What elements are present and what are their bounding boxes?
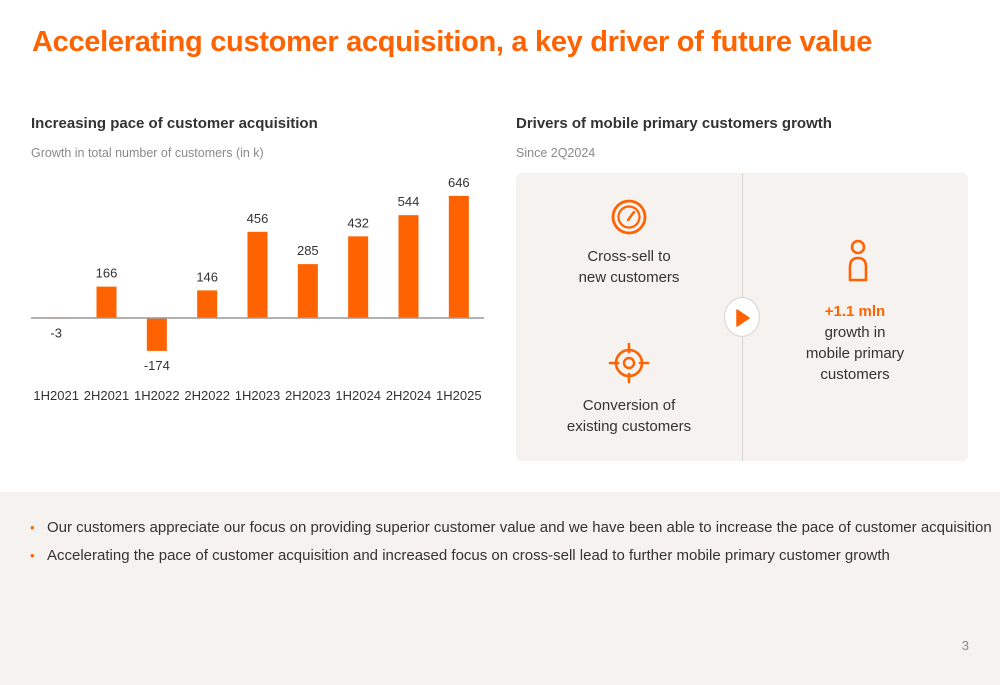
- data-label-1H2022: -174: [144, 358, 170, 373]
- bullet-dot-icon: •: [30, 548, 35, 563]
- x-tick-label-1H2022: 1H2022: [134, 388, 180, 403]
- driver-cross-sell-text: Cross-sell to new customers: [516, 246, 742, 288]
- x-tick-label-2H2021: 2H2021: [84, 388, 130, 403]
- target-icon: [608, 342, 650, 384]
- data-label-2H2021: 166: [96, 266, 118, 281]
- x-tick-label-1H2023: 1H2023: [235, 388, 281, 403]
- data-label-1H2023: 456: [247, 211, 269, 226]
- data-label-2H2022: 146: [196, 269, 218, 284]
- person-icon: [848, 239, 868, 282]
- driver-cross-sell-line2: new customers: [578, 269, 680, 286]
- driver-cross-sell-line1: Cross-sell to: [587, 248, 671, 265]
- customer-growth-bar-chart: -3 1H2021 166 2H2021 -174 1H2022 146 2H2022 456 1…: [31, 175, 484, 403]
- bullet-text: Our customers appreciate our focus on pr…: [47, 519, 992, 536]
- bar-1H2023: [247, 231, 268, 318]
- data-label-2H2023: 285: [297, 243, 319, 258]
- gauge-icon: [611, 199, 647, 235]
- chart-section-subtitle: Growth in total number of customers (in …: [31, 146, 264, 160]
- bar-1H2024: [348, 236, 369, 318]
- bar-2H2024: [398, 215, 419, 318]
- bullet-item: • Accelerating the pace of customer acqu…: [30, 542, 992, 570]
- page-number: 3: [961, 638, 969, 653]
- bar-2H2023: [297, 264, 318, 318]
- play-arrow-icon: [736, 309, 750, 327]
- x-tick-label-1H2021: 1H2021: [33, 388, 79, 403]
- result-line1: growth in: [824, 324, 886, 341]
- bars-layer: [46, 195, 469, 351]
- data-label-1H2021: -3: [50, 326, 62, 341]
- bullet-list: • Our customers appreciate our focus on …: [30, 514, 992, 570]
- x-tick-label-1H2025: 1H2025: [436, 388, 482, 403]
- result-text: +1.1 mln growth in mobile primary custom…: [742, 301, 968, 385]
- drivers-panel: Cross-sell to new customers Conversion o…: [516, 173, 968, 461]
- x-tick-label-2H2022: 2H2022: [184, 388, 230, 403]
- data-label-1H2025: 646: [448, 175, 470, 190]
- driver-conversion-text: Conversion of existing customers: [516, 395, 742, 437]
- bar-2H2021: [96, 286, 117, 318]
- result-line2: mobile primary: [805, 345, 905, 362]
- x-tick-label-2H2023: 2H2023: [285, 388, 331, 403]
- driver-conversion-line1: Conversion of: [582, 397, 676, 414]
- driver-conversion-line2: existing customers: [566, 418, 692, 435]
- bottom-band: • Our customers appreciate our focus on …: [0, 492, 1000, 685]
- bar-1H2025: [448, 195, 469, 318]
- drivers-section-title: Drivers of mobile primary customers grow…: [516, 115, 832, 132]
- bullet-item: • Our customers appreciate our focus on …: [30, 514, 992, 542]
- bullet-dot-icon: •: [30, 520, 35, 535]
- bar-2H2022: [197, 290, 218, 318]
- slide-title: Accelerating customer acquisition, a key…: [32, 26, 873, 58]
- x-tick-label-1H2024: 1H2024: [335, 388, 381, 403]
- labels-layer: -3 1H2021 166 2H2021 -174 1H2022 146 2H2022 456 1…: [33, 175, 481, 403]
- bar-1H2022: [146, 318, 167, 351]
- drivers-section-subtitle: Since 2Q2024: [516, 146, 596, 160]
- data-label-2H2024: 544: [398, 194, 420, 209]
- arrow-circle: [724, 297, 760, 337]
- data-label-1H2024: 432: [347, 215, 369, 230]
- chart-section-title: Increasing pace of customer acquisition: [31, 115, 318, 132]
- bullet-text: Accelerating the pace of customer acquis…: [47, 547, 890, 564]
- result-highlight: +1.1 mln: [824, 303, 886, 320]
- result-line3: customers: [820, 366, 890, 383]
- x-tick-label-2H2024: 2H2024: [386, 388, 432, 403]
